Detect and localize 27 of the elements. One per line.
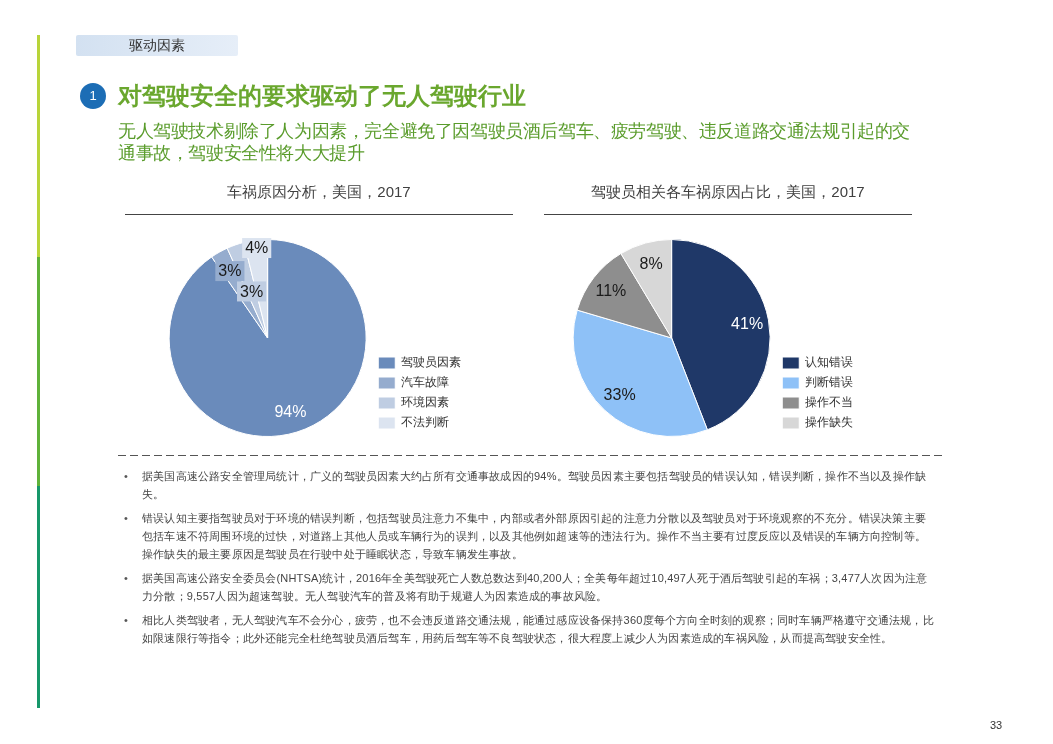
text: 无人驾驶技术剔除了人为因素，完全避免了因驾驶员酒后驾车、疲劳驾驶、违反道路交通法规引起的交通事故，驾驶安全性将大大提升 — [118, 120, 911, 164]
data-label: 33% — [603, 385, 636, 403]
data-label: 3% — [218, 262, 242, 280]
data-label: 8% — [639, 255, 663, 273]
text: • 错误认知主要指驾驶员对于环境的错误判断，包括驾驶员注意力不集中，内部或者外部原因引起的注意力分散以及驾驶员对于环境观察的不充分。错误决策主要包括车速不符周围环境的过快，对道路上其他人员或车辆行为的误判，以及其他例如超速等的违法行为。操作不当主要有过度反应以及错误的车辆方向控制等。操作缺失的最主要原因是驾驶员在行驶中处于睡眠状态，导致车辆发生事故。 — [124, 512, 926, 560]
text: 1 — [80, 83, 106, 109]
text: • 据美国高速公路安全委员会(NHTSA)统计，2016年全美驾驶死亡人数总数达到40,200人；全美每年超过10,497人死于酒后驾驶引起的车祸；3,477人次因为注意力分散；9,557人因为超速驾驶。无人驾驶汽车的普及将有助于规避人为因素造成的事故风险。 — [124, 572, 928, 602]
legend-label: 汽车故障 — [401, 375, 449, 389]
text: 驱动因素 — [76, 35, 238, 56]
data-label: 4% — [245, 239, 269, 257]
legend-label: 驾驶员因素 — [401, 356, 461, 369]
data-label: 94% — [274, 402, 307, 420]
data-label: 41% — [731, 315, 764, 333]
legend-label: 判断错误 — [805, 376, 853, 389]
legend-label: 不法判断 — [401, 416, 449, 429]
text: • 据美国高速公路安全管理局统计，广义的驾驶员因素大约占所有交通事故成因的94%。驾驶员因素主要包括驾驶员的错误认知，错误判断，操作不当以及操作缺失。 — [124, 470, 927, 500]
legend-label: 操作缺失 — [805, 416, 853, 429]
data-label: 3% — [240, 282, 264, 300]
data-label: 11% — [595, 282, 627, 300]
text: 33 — [990, 719, 1003, 731]
legend-label: 操作不当 — [805, 396, 853, 409]
text: 对驾驶安全的要求驱动了无人驾驶行业 — [118, 81, 526, 111]
text: • 相比人类驾驶者，无人驾驶汽车不会分心，疲劳，也不会违反道路交通法规，能通过感应设备保持360度每个方向全时刻的观察；同时车辆严格遵守交通法规，比如限速限行等指令；此外还能完全杜绝驾驶员酒后驾车，用药后驾车等不良驾驶状态，很大程度上减少人为因素造成的车祸风险，从而提高驾驶安全性。 — [124, 614, 934, 644]
chart-title: 车祸原因分析，美国，2017 — [227, 183, 411, 201]
legend-label: 认知错误 — [805, 356, 853, 369]
chart-title: 驾驶员相关各车祸原因占比，美国，2017 — [591, 183, 865, 201]
legend-label: 环境因素 — [401, 395, 449, 409]
